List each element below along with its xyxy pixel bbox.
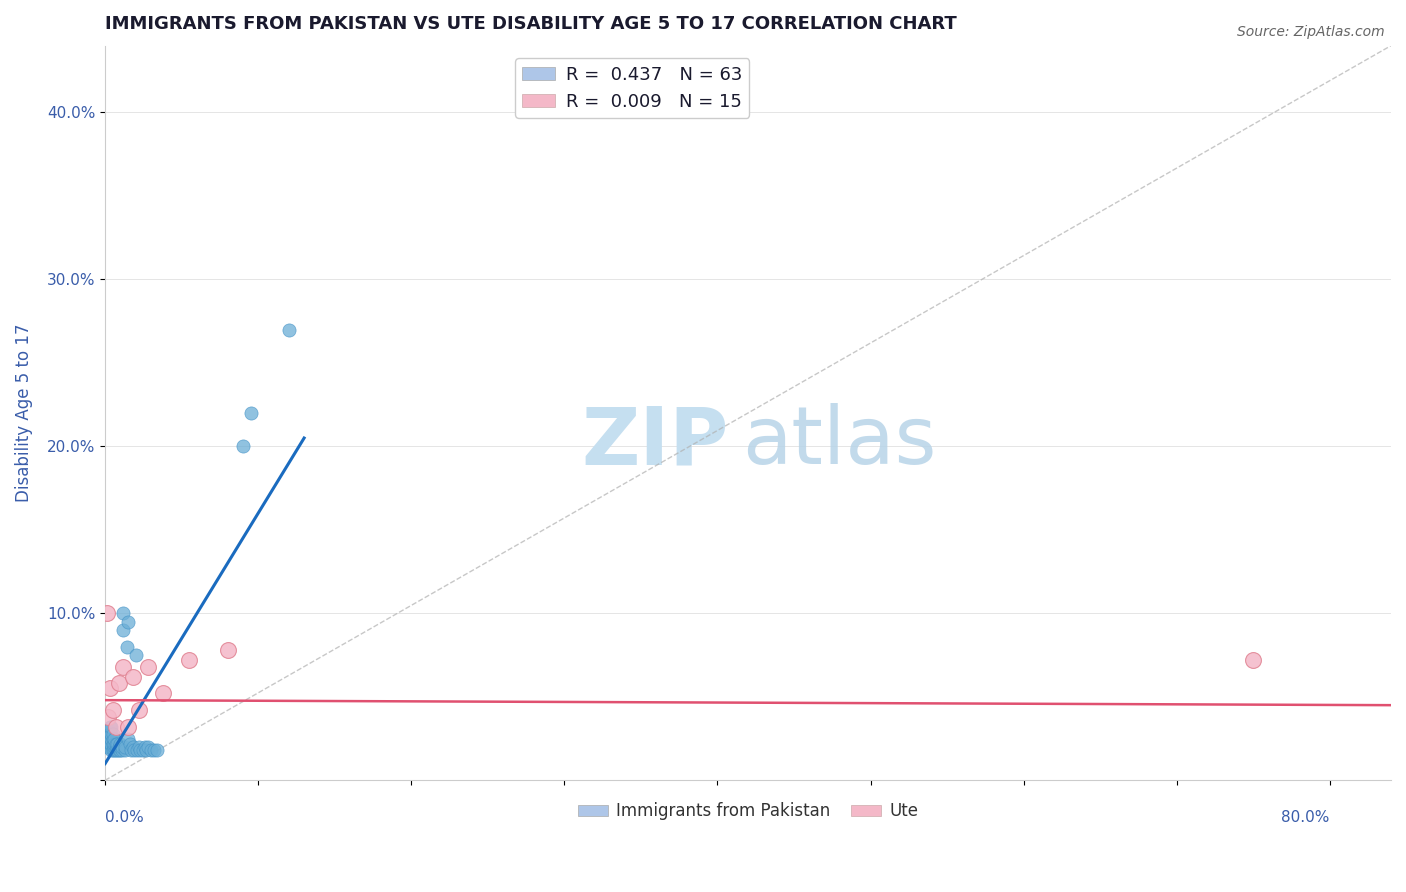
Point [117, 720, 139, 734]
Point [136, 659, 159, 673]
Point [125, 648, 148, 662]
Point [112, 659, 135, 673]
Point [101, 737, 124, 751]
Point [103, 731, 125, 746]
Point [104, 720, 127, 734]
Point [114, 743, 136, 757]
Point [105, 737, 128, 751]
Point [101, 731, 124, 746]
Point [128, 739, 150, 754]
Point [152, 686, 174, 700]
Y-axis label: Disability Age 5 to 17: Disability Age 5 to 17 [15, 324, 32, 502]
Point [146, 743, 169, 757]
Point [143, 743, 166, 757]
Point [121, 739, 143, 754]
Point [121, 670, 143, 684]
Point [96, 726, 118, 740]
Point [122, 743, 145, 757]
Point [96, 739, 118, 754]
Point [110, 739, 132, 754]
Point [1241, 653, 1264, 667]
Point [101, 703, 124, 717]
Point [117, 615, 139, 629]
Point [104, 737, 127, 751]
Point [100, 731, 122, 746]
Point [117, 731, 139, 746]
Point [108, 739, 131, 754]
Point [103, 737, 125, 751]
Point [97, 737, 120, 751]
Point [110, 737, 132, 751]
Point [112, 623, 135, 637]
Point [103, 739, 125, 754]
Point [232, 439, 254, 453]
Point [132, 743, 155, 757]
Point [104, 743, 127, 757]
Point [98, 737, 121, 751]
Point [105, 743, 128, 757]
Text: Source: ZipAtlas.com: Source: ZipAtlas.com [1237, 25, 1385, 39]
Legend: Immigrants from Pakistan, Ute: Immigrants from Pakistan, Ute [571, 796, 925, 827]
Point [100, 726, 122, 740]
Point [139, 743, 162, 757]
Point [110, 743, 132, 757]
Point [239, 406, 262, 420]
Point [100, 743, 122, 757]
Point [96, 607, 118, 621]
Point [114, 739, 136, 754]
Text: ZIP: ZIP [582, 403, 728, 482]
Point [98, 720, 121, 734]
Point [127, 743, 149, 757]
Point [217, 643, 239, 657]
Point [112, 607, 135, 621]
Point [115, 640, 138, 654]
Point [111, 743, 134, 757]
Point [97, 710, 120, 724]
Point [96, 731, 118, 746]
Point [103, 743, 125, 757]
Point [104, 739, 127, 754]
Point [277, 322, 299, 336]
Text: atlas: atlas [741, 403, 936, 482]
Point [108, 676, 131, 690]
Point [97, 726, 120, 740]
Point [101, 726, 124, 740]
Point [97, 731, 120, 746]
Point [97, 723, 120, 738]
Text: 0.0%: 0.0% [105, 810, 143, 825]
Point [108, 743, 131, 757]
Point [98, 726, 121, 740]
Point [134, 739, 156, 754]
Point [105, 739, 128, 754]
Point [179, 653, 201, 667]
Point [111, 739, 134, 754]
Point [101, 743, 124, 757]
Point [98, 681, 121, 696]
Text: 80.0%: 80.0% [1281, 810, 1330, 825]
Point [129, 743, 152, 757]
Point [120, 743, 142, 757]
Point [98, 731, 121, 746]
Point [136, 739, 159, 754]
Point [98, 739, 121, 754]
Point [100, 737, 122, 751]
Point [100, 720, 122, 734]
Text: IMMIGRANTS FROM PAKISTAN VS UTE DISABILITY AGE 5 TO 17 CORRELATION CHART: IMMIGRANTS FROM PAKISTAN VS UTE DISABILI… [105, 15, 957, 33]
Point [128, 703, 150, 717]
Point [135, 743, 157, 757]
Point [118, 737, 141, 751]
